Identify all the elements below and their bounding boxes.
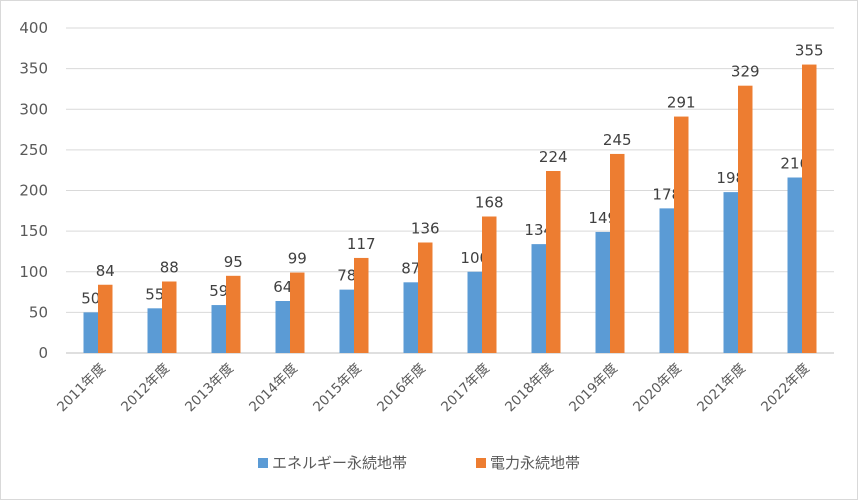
x-tick-label: 2017年度 <box>438 361 493 416</box>
bar-energy <box>275 301 290 353</box>
data-label: 198 <box>716 169 745 187</box>
y-tick-label: 100 <box>19 263 48 281</box>
x-tick-label: 2020年度 <box>630 361 685 416</box>
bar-electricity <box>290 272 305 353</box>
data-label: 88 <box>160 259 179 277</box>
data-label: 50 <box>81 289 100 307</box>
bar-electricity <box>418 242 433 353</box>
bar-electricity <box>98 284 113 353</box>
legend-label: エネルギー永続地帯 <box>272 454 407 472</box>
bar-energy <box>147 308 162 353</box>
data-label: 355 <box>795 42 824 60</box>
data-label: 55 <box>145 285 164 303</box>
y-tick-label: 0 <box>38 344 48 362</box>
data-label: 216 <box>780 155 809 173</box>
data-label: 149 <box>588 209 617 227</box>
x-tick-label: 2022年度 <box>758 361 813 416</box>
bar-electricity <box>482 216 497 353</box>
x-tick-label: 2014年度 <box>246 361 301 416</box>
x-tick-label: 2019年度 <box>566 361 621 416</box>
x-tick-label: 2021年度 <box>694 361 749 416</box>
legend-swatch <box>258 458 268 468</box>
y-tick-label: 300 <box>19 100 48 118</box>
data-label: 95 <box>224 253 243 271</box>
data-label: 178 <box>652 185 681 203</box>
x-tick-label: 2018年度 <box>502 361 557 416</box>
legend-swatch <box>476 458 486 468</box>
y-tick-label: 50 <box>29 303 48 321</box>
data-label: 100 <box>460 249 489 267</box>
data-label: 117 <box>347 235 376 253</box>
bar-energy <box>595 231 610 353</box>
bar-electricity <box>546 171 561 353</box>
data-label: 329 <box>731 63 760 81</box>
data-label: 134 <box>524 221 553 239</box>
data-label: 78 <box>337 267 356 285</box>
data-label: 59 <box>209 282 228 300</box>
bar-energy <box>787 177 802 353</box>
data-label: 136 <box>411 220 440 238</box>
data-label: 99 <box>288 250 307 268</box>
bar-energy <box>339 289 354 353</box>
data-label: 224 <box>539 148 568 166</box>
x-tick-label: 2011年度 <box>54 361 109 416</box>
y-tick-label: 350 <box>19 60 48 78</box>
bar-electricity <box>738 85 753 353</box>
x-tick-label: 2016年度 <box>374 361 429 416</box>
bar-electricity <box>226 275 241 353</box>
bar-energy <box>403 282 418 353</box>
data-label: 64 <box>273 278 292 296</box>
y-tick-label: 250 <box>19 141 48 159</box>
y-tick-label: 200 <box>19 182 48 200</box>
data-label: 168 <box>475 194 504 212</box>
data-label: 87 <box>401 259 420 277</box>
y-tick-label: 400 <box>19 19 48 37</box>
y-tick-label: 150 <box>19 222 48 240</box>
bar-electricity <box>610 153 625 353</box>
x-tick-label: 2015年度 <box>310 361 365 416</box>
bar-electricity <box>802 64 817 353</box>
bar-energy <box>211 305 226 353</box>
bar-energy <box>723 192 738 353</box>
bar-electricity <box>674 116 689 353</box>
bar-electricity <box>354 257 369 353</box>
data-label: 245 <box>603 131 632 149</box>
bar-energy <box>531 244 546 353</box>
bar-energy <box>467 271 482 353</box>
bar-energy <box>659 208 674 353</box>
x-tick-label: 2012年度 <box>118 361 173 416</box>
bar-energy <box>83 312 98 353</box>
data-label: 84 <box>96 262 115 280</box>
data-label: 291 <box>667 94 696 112</box>
bar-electricity <box>162 281 177 353</box>
x-tick-label: 2013年度 <box>182 361 237 416</box>
legend-label: 電力永続地帯 <box>490 454 580 472</box>
